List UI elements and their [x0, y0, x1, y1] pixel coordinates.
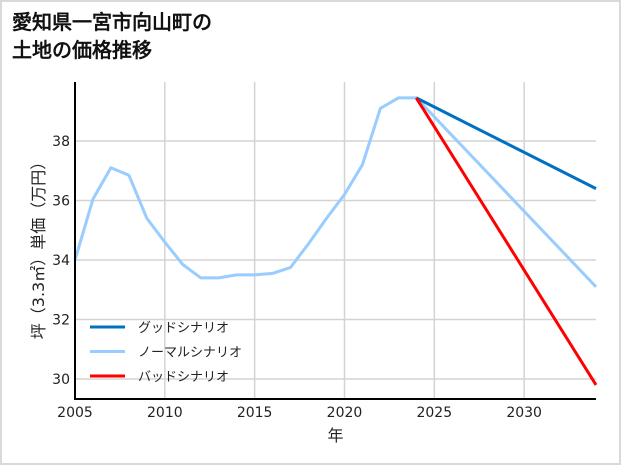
series-line — [73, 96, 598, 288]
series-line — [415, 97, 598, 386]
series-line — [415, 96, 597, 190]
chart-title-line1: 愛知県一宮市向山町の — [12, 10, 212, 34]
series-lines — [73, 96, 598, 386]
x-tick-label: 2010 — [147, 405, 183, 421]
x-tick-label: 2015 — [237, 405, 273, 421]
legend-label: ノーマルシナリオ — [138, 346, 242, 361]
legend-label: グッドシナリオ — [138, 321, 229, 336]
x-tick-label: 2030 — [506, 405, 542, 421]
y-tick-label: 34 — [52, 253, 70, 269]
legend-label: バッドシナリオ — [138, 370, 229, 385]
x-tick-label: 2025 — [416, 405, 452, 421]
x-tick-label: 2020 — [327, 405, 363, 421]
x-axis-label: 年 — [327, 426, 343, 445]
x-tick-label: 2005 — [57, 405, 93, 421]
y-tick-label: 36 — [52, 194, 70, 210]
tick-labels: 2005 2010 2015 2020 2025 2030 30 32 34 36 38 — [52, 134, 542, 421]
y-axis-label: 坪（3.3㎡）単価（万円） — [29, 154, 48, 339]
y-tick-label: 32 — [52, 313, 70, 329]
axes — [74, 82, 596, 400]
y-tick-label: 38 — [52, 134, 70, 150]
chart-title-line2: 土地の価格推移 — [12, 38, 152, 62]
chart-title: 愛知県一宮市向山町の 土地の価格推移 — [12, 8, 212, 64]
y-tick-label: 30 — [52, 372, 70, 388]
